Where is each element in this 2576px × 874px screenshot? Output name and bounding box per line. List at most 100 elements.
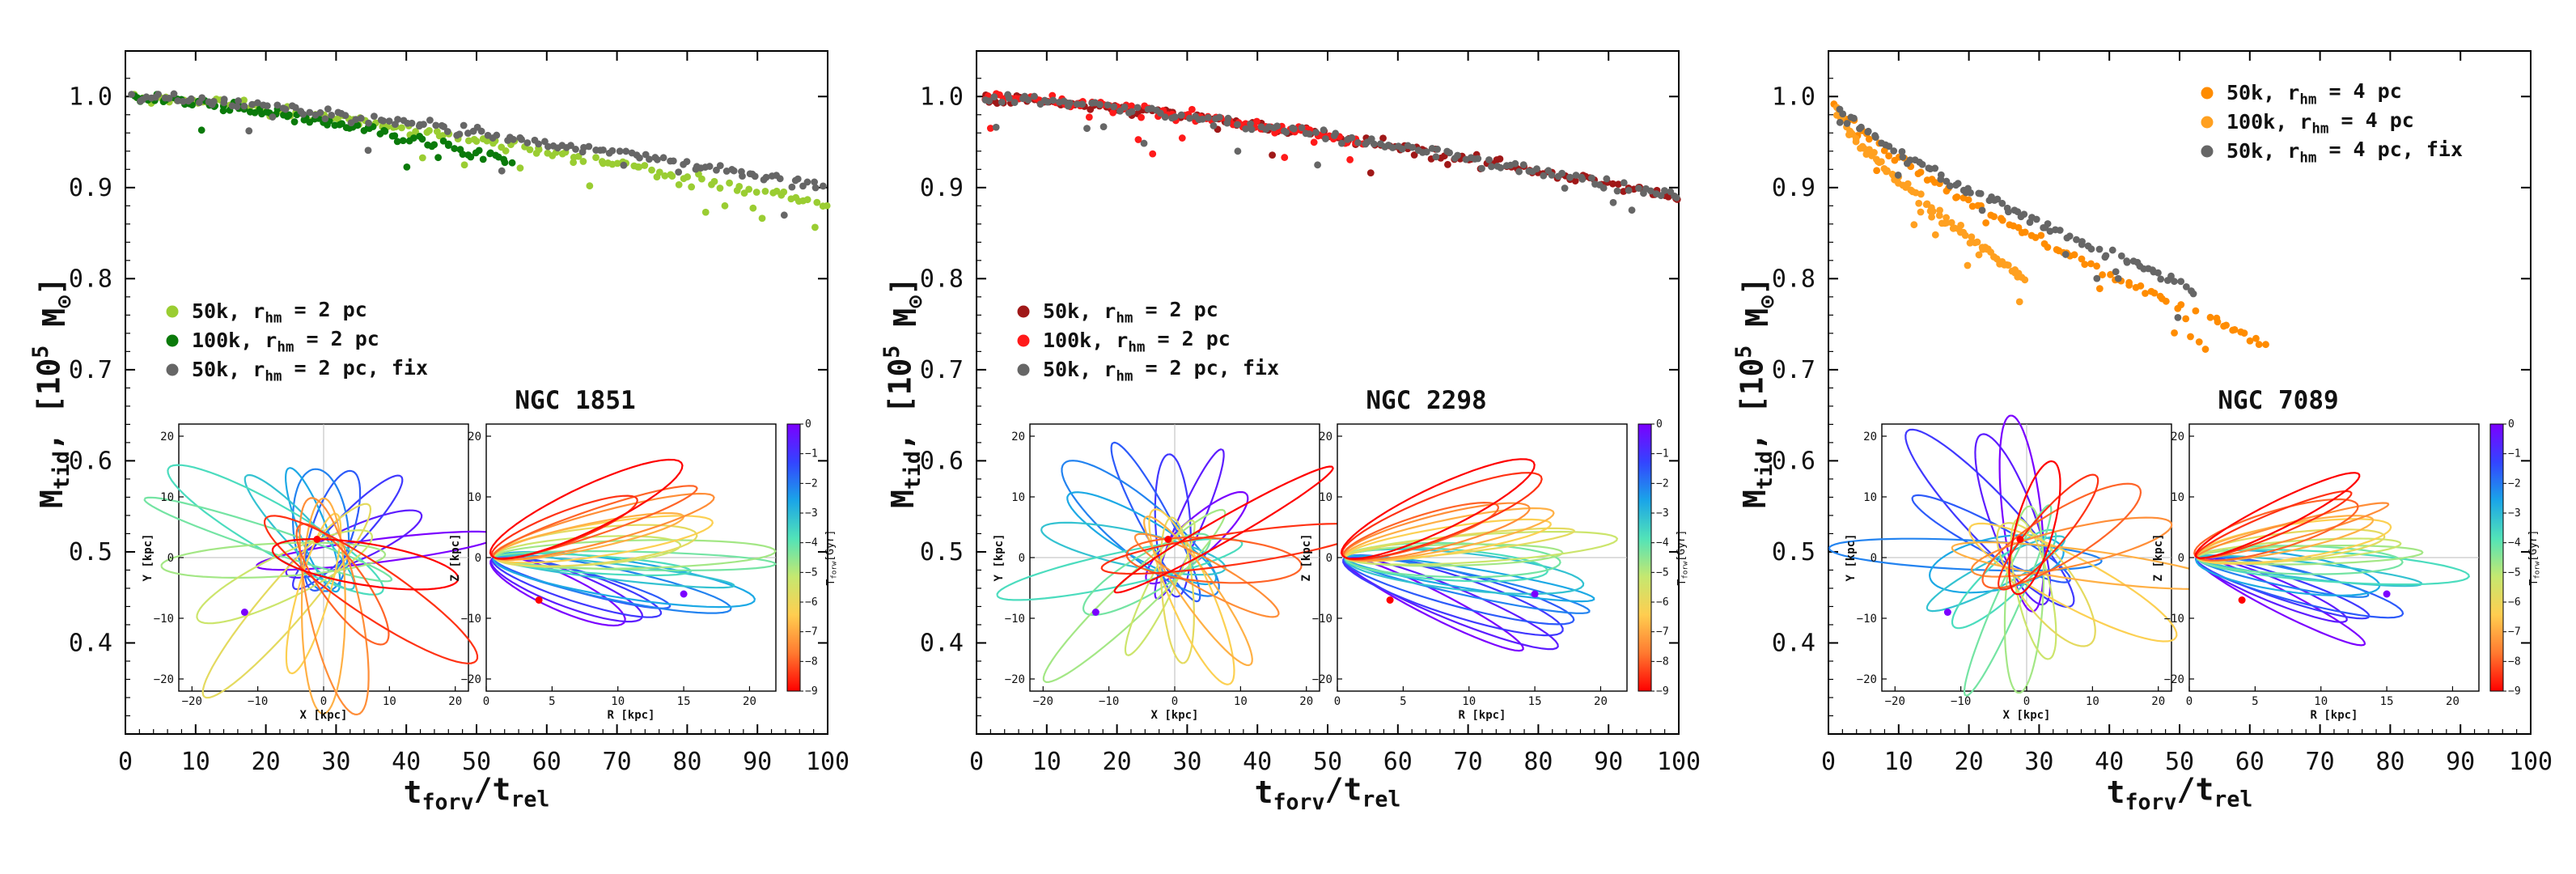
data-point bbox=[455, 130, 464, 138]
x-tick-label: 40 bbox=[2095, 748, 2124, 776]
inset-y-tick-label: 10 bbox=[1319, 491, 1332, 504]
data-point bbox=[1880, 146, 1888, 155]
data-point bbox=[2182, 315, 2190, 323]
data-point bbox=[675, 168, 683, 176]
legend-marker bbox=[166, 334, 179, 347]
colorbar-tick-label: −5 bbox=[1656, 566, 1669, 579]
data-point bbox=[1883, 167, 1891, 175]
y-tick-label: 0.5 bbox=[69, 538, 112, 566]
orbit-loop bbox=[284, 467, 341, 593]
orbit-loop bbox=[143, 496, 393, 583]
inset-y-tick-label: 10 bbox=[160, 491, 174, 504]
data-point bbox=[616, 147, 624, 155]
data-point bbox=[1968, 202, 1976, 210]
data-point bbox=[1657, 192, 1665, 200]
data-point bbox=[1096, 100, 1104, 108]
data-point bbox=[585, 142, 593, 151]
inset-x-tick-label: 0 bbox=[483, 695, 489, 708]
inset-y-tick-label: 20 bbox=[160, 431, 174, 443]
inset-y-tick-label: 10 bbox=[1011, 491, 1025, 504]
orbit-inset-right: 0 5 10 15 20 −20 −10 0 10 20 R [kpc] Z [kpc] bbox=[449, 423, 777, 722]
colorbar-tick-label: −8 bbox=[1656, 656, 1669, 668]
data-point bbox=[780, 211, 788, 219]
orbit-tracks bbox=[996, 441, 1369, 685]
data-point bbox=[1858, 123, 1865, 131]
orbit-loop bbox=[1911, 494, 2072, 583]
inset-x-tick-label: 10 bbox=[1234, 695, 1248, 708]
y-tick-label: 0.6 bbox=[920, 447, 964, 475]
data-point bbox=[1578, 175, 1587, 183]
data-point bbox=[1210, 121, 1218, 129]
orbit-inset-left: −20 −10 0 10 20 −20 −10 0 10 20 X [kpc] Y [kpc] bbox=[993, 423, 1369, 722]
data-point bbox=[2195, 338, 2203, 346]
data-point bbox=[285, 111, 293, 119]
x-tick-label: 100 bbox=[2509, 748, 2553, 776]
colorbar-tick-label: −3 bbox=[805, 507, 818, 520]
orbit-loop bbox=[1981, 482, 2142, 589]
orbit-loop bbox=[1996, 522, 2096, 647]
data-point bbox=[483, 137, 491, 145]
orbit-end-marker bbox=[1164, 536, 1172, 543]
data-point bbox=[1609, 198, 1617, 206]
inset-x-label: R [kpc] bbox=[2310, 709, 2358, 722]
y-tick-label: 0.7 bbox=[920, 356, 964, 384]
data-point bbox=[986, 125, 994, 132]
data-point bbox=[403, 163, 411, 171]
x-tick-label: 10 bbox=[1032, 748, 1061, 776]
data-point bbox=[1910, 221, 1918, 229]
data-point bbox=[2021, 276, 2029, 284]
data-point bbox=[1314, 161, 1321, 169]
legend-entry: 50k, rhm​ = 2 pc, fix bbox=[192, 356, 428, 385]
data-point bbox=[803, 178, 811, 186]
inset-y-tick-label: −10 bbox=[461, 613, 481, 626]
data-point bbox=[1128, 102, 1136, 110]
data-point bbox=[1198, 115, 1206, 123]
data-point bbox=[541, 138, 549, 146]
legend-marker bbox=[166, 363, 179, 376]
inset-y-tick-label: −20 bbox=[154, 673, 174, 686]
orbit-tracks bbox=[143, 464, 502, 715]
data-point bbox=[187, 95, 195, 103]
data-point bbox=[2222, 321, 2230, 329]
data-point bbox=[654, 155, 661, 163]
y-axis-label: Mtid​, [105​ M⊙​] bbox=[28, 277, 77, 508]
data-point bbox=[2171, 278, 2178, 286]
y-tick-label: 0.8 bbox=[69, 265, 112, 293]
data-point bbox=[1899, 153, 1907, 161]
orbit-loop bbox=[2194, 472, 2361, 559]
data-point bbox=[668, 172, 676, 180]
inset-y-tick-label: −10 bbox=[1857, 613, 1877, 626]
inset-x-tick-label: 20 bbox=[2446, 695, 2459, 708]
data-point bbox=[198, 94, 206, 102]
data-point bbox=[2192, 307, 2200, 315]
data-point bbox=[1625, 186, 1633, 194]
x-tick-label: 90 bbox=[1594, 748, 1623, 776]
data-point bbox=[460, 121, 468, 129]
inset-x-tick-label: 20 bbox=[1594, 695, 1608, 708]
legend-marker bbox=[2201, 87, 2214, 100]
data-point bbox=[2117, 252, 2125, 260]
data-point bbox=[2189, 290, 2197, 298]
data-point bbox=[1298, 124, 1306, 132]
orbit-loop bbox=[1148, 508, 1235, 685]
data-point bbox=[2032, 234, 2040, 241]
data-point bbox=[291, 104, 299, 112]
data-point bbox=[364, 146, 372, 155]
data-point bbox=[635, 163, 643, 171]
data-point bbox=[2095, 285, 2104, 293]
data-point bbox=[174, 97, 182, 104]
data-point bbox=[2032, 215, 2040, 223]
orbit-loop bbox=[2196, 545, 2424, 566]
inset-x-tick-label: 0 bbox=[1171, 695, 1178, 708]
inset-y-tick-label: 0 bbox=[2178, 552, 2184, 565]
legend-marker bbox=[2201, 145, 2214, 158]
data-point bbox=[1066, 99, 1074, 107]
data-point bbox=[1836, 118, 1844, 126]
x-tick-label: 0 bbox=[969, 748, 984, 776]
data-point bbox=[1620, 179, 1628, 187]
data-point bbox=[1865, 135, 1873, 143]
data-point bbox=[2095, 245, 2104, 253]
orbit-start-marker bbox=[680, 590, 688, 598]
inset-y-label: Y [kpc] bbox=[1845, 533, 1858, 581]
data-point bbox=[1161, 113, 1169, 121]
